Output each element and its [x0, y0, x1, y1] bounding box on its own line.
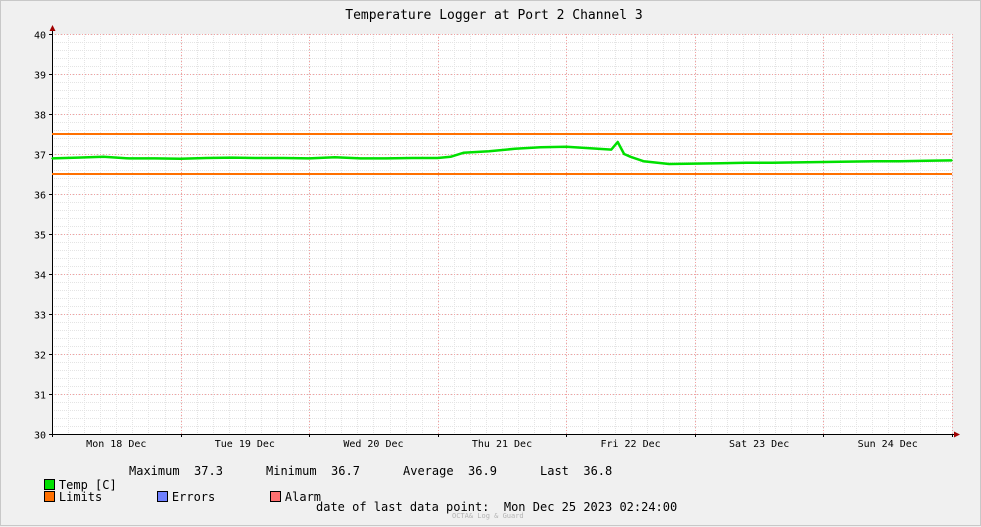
data-point	[539, 146, 542, 148]
data-point	[308, 157, 310, 160]
data-point	[822, 161, 825, 163]
y-tick-label: 36	[34, 191, 46, 202]
x-tick-label: Tue 19 Dec	[215, 439, 275, 450]
y-tick-label: 40	[34, 31, 46, 42]
data-point	[411, 157, 413, 159]
maximum-label: Maximum	[129, 464, 180, 478]
x-tick-label: Thu 21 Dec	[472, 439, 532, 450]
data-point	[51, 157, 53, 160]
data-point	[591, 147, 593, 150]
legend-row-limits: Limits	[15, 476, 102, 518]
y-tick-label: 38	[34, 111, 46, 122]
data-point	[745, 162, 748, 164]
data-point	[488, 150, 490, 152]
last-point-value: Mon Dec 25 2023 02:24:00	[503, 500, 678, 514]
data-point	[668, 163, 670, 165]
x-tick-label: Sun 24 Dec	[858, 439, 918, 450]
data-point	[76, 156, 79, 159]
data-point	[951, 159, 953, 162]
legend-alarm-label: Alarm	[284, 490, 322, 504]
stat-maximum: Maximum 37.3	[129, 464, 223, 478]
data-point	[874, 160, 876, 162]
data-point	[899, 160, 902, 162]
stat-minimum: Minimum 36.7	[266, 464, 360, 478]
y-tick-label: 39	[34, 71, 46, 82]
data-point	[610, 148, 613, 151]
x-axis-arrow	[954, 431, 960, 438]
y-axis-arrow	[49, 25, 56, 31]
legend-row-alarm: Alarm	[241, 476, 321, 518]
y-tick-label: 34	[34, 271, 46, 282]
data-point	[128, 157, 130, 160]
data-point	[154, 157, 156, 160]
legend-errors-label: Errors	[171, 490, 216, 504]
maximum-value: 37.3	[194, 464, 223, 478]
minimum-value: 36.7	[331, 464, 360, 478]
data-point	[334, 156, 336, 158]
data-point	[449, 156, 452, 158]
x-tick-label: Mon 18 Dec	[86, 439, 146, 450]
x-tick-label: Wed 20 Dec	[343, 439, 403, 450]
data-point	[359, 157, 362, 160]
data-point	[719, 162, 722, 164]
last-label: Last	[540, 464, 569, 478]
data-point	[102, 156, 105, 158]
stat-average: Average 36.9	[403, 464, 497, 478]
errors-swatch	[156, 491, 168, 502]
data-point	[514, 148, 516, 150]
data-point	[565, 146, 568, 148]
data-point	[623, 153, 625, 155]
data-point	[436, 157, 439, 159]
x-tick-label: Fri 22 Dec	[600, 439, 660, 450]
y-tick-label: 31	[34, 391, 46, 402]
legend-row-errors: Errors	[128, 476, 215, 518]
data-point	[616, 141, 619, 143]
legend-row-temp: Temp [C]	[15, 464, 117, 506]
last-data-point: date of last data point: Mon Dec 25 2023…	[316, 500, 677, 514]
data-point	[796, 161, 799, 164]
x-tick-label: Sat 23 Dec	[729, 439, 789, 450]
data-point	[629, 156, 632, 158]
last-point-label: date of last data point:	[316, 500, 490, 514]
alarm-swatch	[269, 491, 281, 502]
y-tick-label: 35	[34, 231, 46, 242]
legend-temp-label: Temp [C]	[58, 478, 117, 492]
data-point	[462, 152, 465, 154]
legend-limits-label: Limits	[58, 490, 103, 504]
data-point	[771, 162, 773, 164]
y-tick-label: 30	[34, 431, 46, 442]
data-point	[179, 158, 182, 160]
minimum-label: Minimum	[266, 464, 317, 478]
credit-text: OCTA& Log & Guard	[452, 512, 524, 520]
data-point	[694, 162, 696, 165]
data-point	[205, 157, 208, 159]
y-tick-label: 32	[34, 351, 46, 362]
average-label: Average	[403, 464, 454, 478]
data-point	[231, 156, 233, 159]
y-tick-label: 37	[34, 151, 46, 162]
temperature-series-line	[51, 140, 953, 166]
data-point	[925, 160, 928, 162]
data-point	[642, 160, 645, 162]
average-value: 36.9	[468, 464, 497, 478]
data-point	[385, 157, 388, 160]
y-tick-label: 33	[34, 311, 46, 322]
data-point	[282, 157, 285, 159]
data-point	[848, 160, 850, 163]
limits-swatch	[43, 491, 55, 502]
stat-last: Last 36.8	[540, 464, 612, 478]
last-value: 36.8	[583, 464, 613, 478]
data-point	[256, 157, 259, 159]
chart-title: Temperature Logger at Port 2 Channel 3	[345, 8, 642, 23]
temp-swatch	[43, 479, 55, 490]
